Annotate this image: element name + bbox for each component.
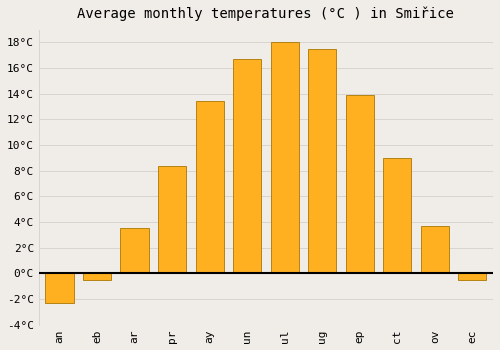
Bar: [421, 226, 449, 273]
Bar: [120, 229, 148, 273]
Bar: [196, 102, 224, 273]
Title: Average monthly temperatures (°C ) in Smiřice: Average monthly temperatures (°C ) in Sm…: [78, 7, 454, 21]
Bar: [270, 42, 299, 273]
Bar: [158, 166, 186, 273]
Bar: [458, 273, 486, 280]
Bar: [383, 158, 412, 273]
Bar: [46, 273, 74, 303]
Bar: [233, 59, 261, 273]
Bar: [308, 49, 336, 273]
Bar: [346, 95, 374, 273]
Bar: [83, 273, 111, 280]
